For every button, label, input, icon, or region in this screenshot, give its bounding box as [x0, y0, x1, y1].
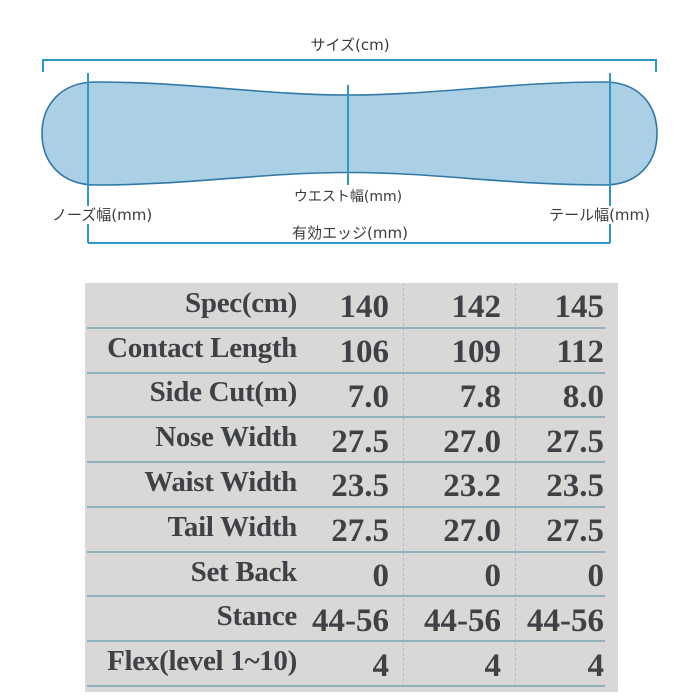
cell-value: 145	[554, 289, 605, 326]
cell-value: 44-56	[527, 602, 604, 639]
effective-edge-label: 有効エッジ(mm)	[292, 224, 408, 242]
table-row-waist-width: Waist Width 23.5 23.2 23.5	[85, 462, 618, 508]
cell-value: 27.0	[443, 513, 501, 550]
row-label: Flex(level 1~10)	[107, 645, 297, 678]
row-label: Nose Width	[155, 421, 297, 454]
cell-value: 0	[587, 558, 605, 595]
cell-value: 27.5	[331, 423, 389, 460]
cell-value: 4	[372, 647, 390, 684]
cell-value: 0	[484, 558, 502, 595]
table-row-tail-width: Tail Width 27.5 27.0 27.5	[85, 507, 618, 553]
cell-value: 112	[556, 334, 604, 371]
cell-value: 27.5	[331, 513, 389, 550]
waist-width-label: ウエスト幅(mm)	[293, 189, 403, 205]
table-row-stance: Stance 44-56 44-56 44-56	[85, 596, 618, 642]
cell-value: 44-56	[312, 602, 389, 639]
cell-value: 140	[339, 289, 390, 326]
column-separator-1	[403, 283, 404, 686]
cell-value: 4	[484, 647, 502, 684]
cell-value: 27.5	[546, 513, 604, 550]
table-row-flex: Flex(level 1~10) 4 4 4	[85, 641, 618, 687]
nose-width-label: ノーズ幅(mm)	[49, 206, 156, 224]
spec-table: Spec(cm) 140 142 145 Contact Length 106 …	[85, 283, 618, 692]
size-label: サイズ(cm)	[310, 36, 390, 54]
table-row-set-back: Set Back 0 0 0	[85, 552, 618, 598]
row-label: Contact Length	[107, 331, 297, 364]
cell-value: 4	[587, 647, 605, 684]
cell-value: 142	[451, 289, 502, 326]
cell-value: 8.0	[562, 378, 604, 415]
cell-value: 44-56	[424, 602, 501, 639]
table-row-contact-length: Contact Length 106 109 112	[85, 328, 618, 374]
cell-value: 7.8	[459, 378, 501, 415]
cell-value: 23.5	[331, 468, 389, 505]
cell-value: 0	[372, 558, 390, 595]
column-separator-2	[515, 283, 516, 686]
row-label: Spec(cm)	[185, 286, 297, 319]
cell-value: 106	[339, 334, 390, 371]
tail-width-label: テール幅(mm)	[546, 206, 653, 224]
row-label: Waist Width	[144, 465, 297, 498]
cell-value: 23.5	[546, 468, 604, 505]
row-label: Tail Width	[167, 510, 298, 543]
cell-value: 7.0	[347, 378, 389, 415]
cell-value: 27.0	[443, 423, 501, 460]
snowboard-shape	[41, 81, 658, 186]
size-bracket	[42, 59, 657, 72]
row-label: Set Back	[190, 555, 298, 588]
table-row-side-cut: Side Cut(m) 7.0 7.8 8.0	[85, 373, 618, 419]
cell-value: 109	[451, 334, 502, 371]
table-row-spec: Spec(cm) 140 142 145	[85, 283, 618, 329]
row-label: Side Cut(m)	[149, 376, 298, 409]
cell-value: 27.5	[546, 423, 604, 460]
table-row-nose-width: Nose Width 27.5 27.0 27.5	[85, 417, 618, 463]
row-label: Stance	[216, 600, 298, 633]
cell-value: 23.2	[443, 468, 501, 505]
